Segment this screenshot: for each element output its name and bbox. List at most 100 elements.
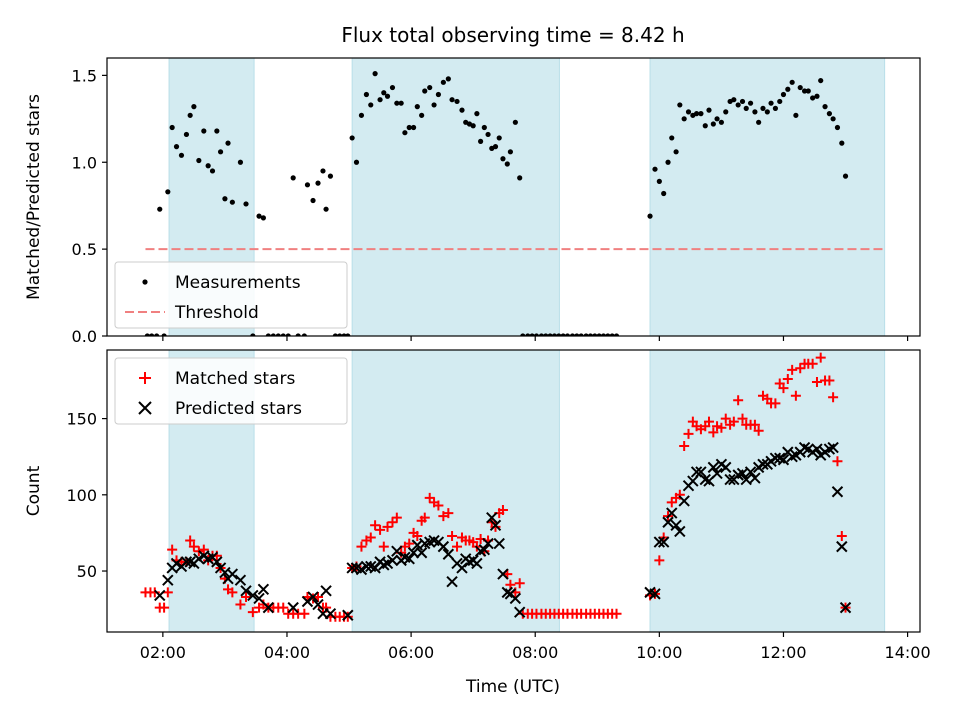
data-point <box>757 458 769 471</box>
data-point <box>375 524 386 535</box>
data-point <box>836 530 847 541</box>
data-point <box>551 333 558 336</box>
data-point <box>275 333 281 336</box>
data-point <box>547 333 553 336</box>
data-point <box>703 416 714 427</box>
data-point <box>699 473 711 486</box>
data-point <box>583 333 589 336</box>
data-point <box>184 556 196 568</box>
data-point <box>486 511 498 524</box>
data-point <box>188 541 199 552</box>
data-point <box>159 602 170 613</box>
data-point <box>310 197 316 204</box>
data-point <box>191 104 197 110</box>
data-point <box>596 333 602 336</box>
data-point <box>324 608 337 620</box>
data-point <box>280 333 286 336</box>
data-point <box>482 537 494 550</box>
data-point <box>459 107 465 113</box>
y-tick-label: 150 <box>66 410 97 429</box>
data-point <box>507 149 513 155</box>
data-point <box>323 206 329 212</box>
data-point <box>807 358 818 369</box>
data-point <box>415 547 428 559</box>
data-point <box>695 466 707 478</box>
data-point <box>832 456 843 467</box>
data-point <box>605 333 611 336</box>
data-point <box>789 79 795 85</box>
data-point <box>814 93 820 99</box>
data-point <box>378 541 389 552</box>
data-point <box>772 105 778 111</box>
data-point <box>649 588 661 600</box>
data-point <box>600 333 607 336</box>
data-point <box>786 450 798 463</box>
data-point <box>368 102 374 108</box>
shaded-interval-2 <box>649 57 886 337</box>
data-point <box>214 128 220 134</box>
data-point <box>665 159 671 165</box>
data-point <box>770 398 781 409</box>
data-point <box>777 98 783 105</box>
data-point <box>247 589 259 602</box>
data-point <box>654 555 665 566</box>
data-point <box>728 416 739 427</box>
data-point <box>513 606 526 618</box>
data-point <box>716 422 727 433</box>
bottom-panel: 02:00 04:00 06:00 08:00 10:00 12:00 14:00 50 100… <box>24 349 931 662</box>
data-point <box>749 419 760 430</box>
data-point <box>217 149 224 155</box>
data-point <box>687 475 699 487</box>
y-axis-label: Count <box>24 465 44 516</box>
legend-label: Threshold <box>174 303 259 323</box>
data-point <box>424 492 435 503</box>
data-point <box>666 497 677 508</box>
data-point <box>811 377 822 388</box>
data-point <box>752 109 758 115</box>
data-point <box>226 568 239 580</box>
data-point <box>262 601 275 614</box>
data-point <box>253 592 265 605</box>
data-point <box>449 97 455 103</box>
data-point <box>287 601 299 614</box>
data-point <box>504 161 510 167</box>
data-point <box>386 554 399 567</box>
data-point <box>412 530 423 541</box>
x-tick-label: 12:00 <box>760 643 806 662</box>
data-point <box>446 575 458 588</box>
data-point <box>673 149 679 155</box>
data-point <box>744 466 757 478</box>
data-point <box>235 599 246 610</box>
data-point <box>496 135 502 141</box>
data-point <box>493 537 505 550</box>
data-point <box>747 100 754 106</box>
data-point <box>653 536 666 548</box>
legend-label: Predicted stars <box>175 399 302 419</box>
data-point <box>764 109 770 115</box>
data-point <box>391 545 403 557</box>
data-point <box>827 441 839 454</box>
chart-title: Flux total observing time = 8.42 h <box>341 23 684 47</box>
data-point <box>609 333 615 336</box>
data-point <box>241 591 252 602</box>
data-point <box>714 116 720 122</box>
data-point <box>538 333 545 336</box>
data-point <box>419 512 430 523</box>
data-point <box>240 585 252 597</box>
data-point <box>406 124 412 131</box>
legend: Matched stars Predicted stars <box>114 357 348 425</box>
data-point <box>718 119 725 125</box>
data-point <box>543 333 549 336</box>
data-point <box>222 196 228 202</box>
data-point <box>337 333 343 336</box>
data-point <box>514 578 525 589</box>
data-point <box>149 587 160 598</box>
data-point <box>227 587 238 598</box>
data-point <box>205 163 211 169</box>
data-point <box>474 111 480 117</box>
data-point <box>154 589 166 602</box>
data-point <box>793 112 799 118</box>
x-tick-label: 02:00 <box>140 643 186 662</box>
data-point <box>234 574 247 586</box>
